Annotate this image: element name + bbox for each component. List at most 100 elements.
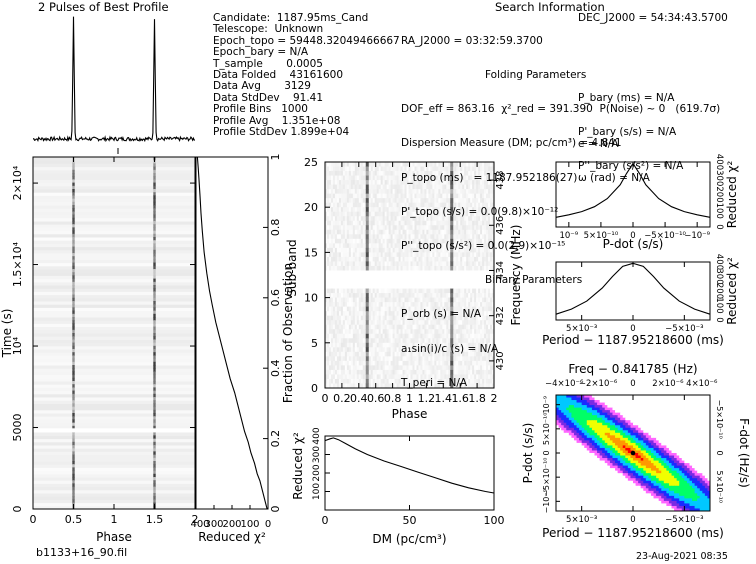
subband-cell <box>386 243 390 249</box>
subband-cell <box>400 293 403 298</box>
subband-pulse-track <box>365 324 369 330</box>
subband-cell <box>370 297 374 303</box>
subband-cell <box>362 297 366 303</box>
subband-cell <box>328 202 332 208</box>
subband-cell <box>456 202 459 208</box>
subband-cell <box>462 315 465 321</box>
pulse-track <box>153 486 156 491</box>
subband-cell <box>374 198 378 204</box>
pulse-track <box>153 477 156 481</box>
subband-cell <box>404 347 407 353</box>
ppdot-cell <box>599 395 603 399</box>
subband-cell <box>336 297 340 303</box>
subband-cell <box>342 315 346 321</box>
subband-cell <box>378 247 382 253</box>
subband-cell <box>394 184 397 190</box>
subband-cell <box>484 256 487 262</box>
subband-cell <box>384 202 388 208</box>
subband-cell <box>336 238 340 244</box>
subband-cell <box>394 356 397 362</box>
subband-cell <box>336 252 340 258</box>
subband-cell <box>428 329 431 335</box>
subband-cell <box>350 184 354 190</box>
subband-cell <box>442 333 445 339</box>
subband-cell <box>350 175 354 181</box>
subband-cell <box>466 306 469 312</box>
subband-cell <box>340 369 344 375</box>
subband-cell <box>362 347 366 353</box>
pulse-track <box>153 496 156 500</box>
subband-cell <box>350 166 354 172</box>
pulse-track <box>153 403 156 408</box>
subband-cell <box>490 378 493 384</box>
subband-cell <box>386 383 390 388</box>
subband-cell <box>448 315 451 321</box>
subband-cell <box>444 238 447 244</box>
subband-cell <box>326 306 330 312</box>
subband-cell <box>336 365 340 371</box>
subband-cell <box>408 369 411 375</box>
subband-cell <box>325 184 328 190</box>
subband-cell <box>382 247 386 253</box>
subband-cell <box>330 347 334 353</box>
subband-cell <box>442 193 445 199</box>
subband-cell <box>486 297 489 303</box>
subband-cell <box>382 293 386 298</box>
subband-cell <box>358 293 362 298</box>
subband-cell <box>430 383 433 388</box>
subband-cell <box>340 302 344 308</box>
subband-cell <box>464 338 467 344</box>
dm-curve-line <box>324 437 495 494</box>
subband-cell <box>392 383 395 388</box>
subband-cell <box>434 256 437 262</box>
subband-cell <box>442 211 445 217</box>
subband-cell <box>446 360 449 366</box>
subband-cell <box>438 374 441 380</box>
subband-cell <box>374 202 378 208</box>
pulse-track <box>72 224 75 228</box>
subband-cell <box>482 238 485 244</box>
pulse-track <box>153 371 156 376</box>
subband-cell <box>434 306 437 312</box>
subband-cell <box>330 315 334 321</box>
subband-cell <box>442 175 445 181</box>
pulse-track <box>72 352 75 356</box>
subband-cell <box>348 320 352 326</box>
subband-cell <box>410 333 413 339</box>
subband-cell <box>472 162 475 167</box>
subband-cell <box>458 311 461 317</box>
subband-cell <box>454 338 457 344</box>
ppdot-cell <box>571 397 575 401</box>
subband-cell <box>342 189 346 195</box>
subband-cell <box>334 351 338 357</box>
subband-cell <box>412 297 415 303</box>
subband-cell <box>468 356 471 362</box>
subband-cell <box>486 252 489 258</box>
subband-cell <box>476 311 479 317</box>
subband-cell <box>356 193 360 199</box>
subband-cell <box>330 333 334 339</box>
subband-cell <box>448 342 451 348</box>
subband-cell <box>396 293 399 298</box>
subband-cell <box>376 184 380 190</box>
subband-cell <box>342 288 346 294</box>
subband-cell <box>378 256 382 262</box>
subband-cell <box>426 293 429 298</box>
subband-y-tick-label: 5 <box>311 337 318 350</box>
subband-cell <box>372 293 376 298</box>
subband-cell <box>492 229 494 235</box>
subband-cell <box>360 333 364 339</box>
subband-cell <box>420 162 423 167</box>
subband-cell <box>406 193 409 199</box>
period-x-tick-label: −5×10⁻³ <box>665 324 703 334</box>
subband-cell <box>446 166 449 172</box>
pdot-x-tick-label: 10⁻⁹ <box>559 231 578 241</box>
subband-pulse-track <box>450 288 454 294</box>
subband-cell <box>464 243 467 249</box>
subband-cell <box>348 288 352 294</box>
subband-cell <box>424 171 427 176</box>
subband-cell <box>334 180 338 185</box>
subband-cell <box>414 320 417 326</box>
subband-cell <box>374 320 378 326</box>
ppdot-cell <box>674 397 678 401</box>
